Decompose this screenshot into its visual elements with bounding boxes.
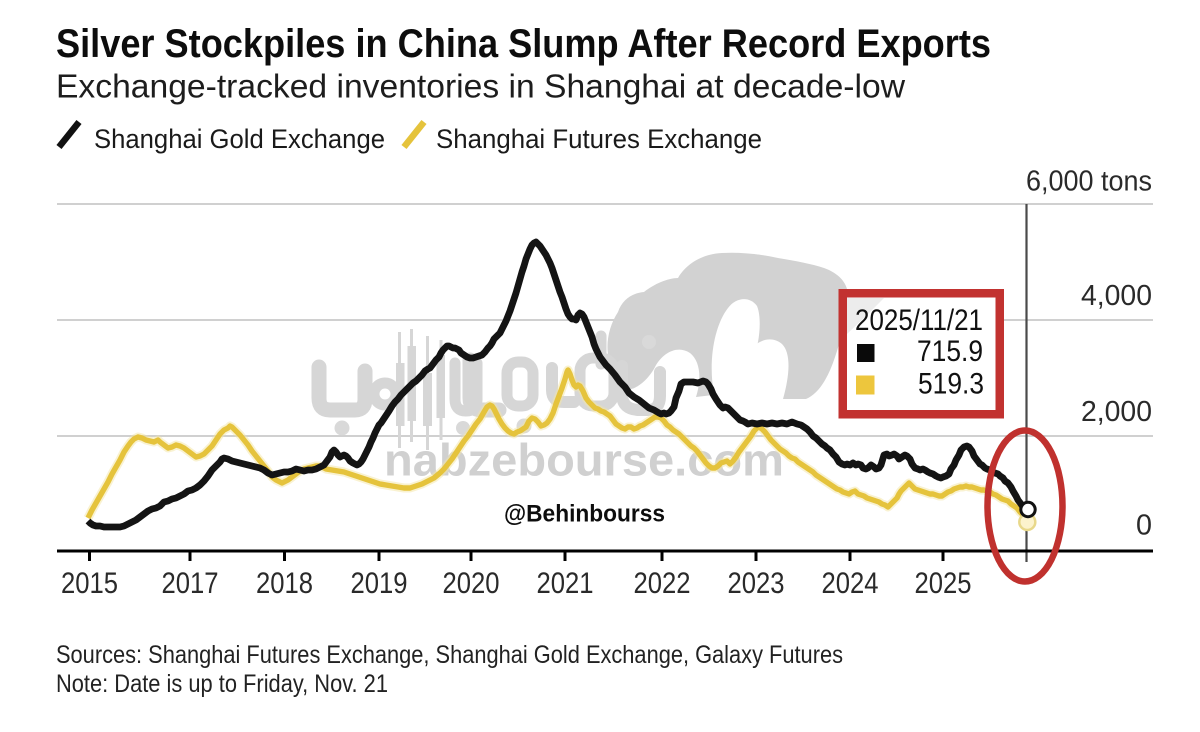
svg-text:2022: 2022 [634,567,691,600]
svg-text:2025: 2025 [915,567,972,600]
svg-text:2019: 2019 [351,567,408,600]
svg-text:@Behinbourss: @Behinbourss [504,500,665,527]
svg-text:0: 0 [1136,510,1152,542]
svg-text:Exchange-tracked inventories i: Exchange-tracked inventories in Shanghai… [56,68,905,105]
svg-text:Note: Date is up to Friday, No: Note: Date is up to Friday, Nov. 21 [56,670,388,698]
svg-text:Sources: Shanghai Futures Exch: Sources: Shanghai Futures Exchange, Shan… [56,641,843,669]
svg-text:6,000 tons: 6,000 tons [1026,166,1152,198]
svg-text:2023: 2023 [728,567,785,600]
svg-text:2015: 2015 [61,567,118,600]
svg-text:715.9: 715.9 [917,335,983,368]
svg-text:2021: 2021 [537,567,594,600]
svg-text:Shanghai Futures Exchange: Shanghai Futures Exchange [436,124,762,154]
svg-text:2020: 2020 [443,567,500,600]
svg-text:2018: 2018 [256,567,313,600]
svg-text:4,000: 4,000 [1081,280,1152,312]
svg-text:Shanghai Gold Exchange: Shanghai Gold Exchange [94,124,385,154]
svg-text:519.3: 519.3 [918,368,984,401]
svg-text:Silver Stockpiles in China Slu: Silver Stockpiles in China Slump After R… [56,22,991,66]
svg-text:2,000: 2,000 [1081,396,1152,428]
svg-text:2025/11/21: 2025/11/21 [855,304,983,337]
svg-text:2024: 2024 [822,567,879,600]
svg-text:2017: 2017 [162,567,219,600]
